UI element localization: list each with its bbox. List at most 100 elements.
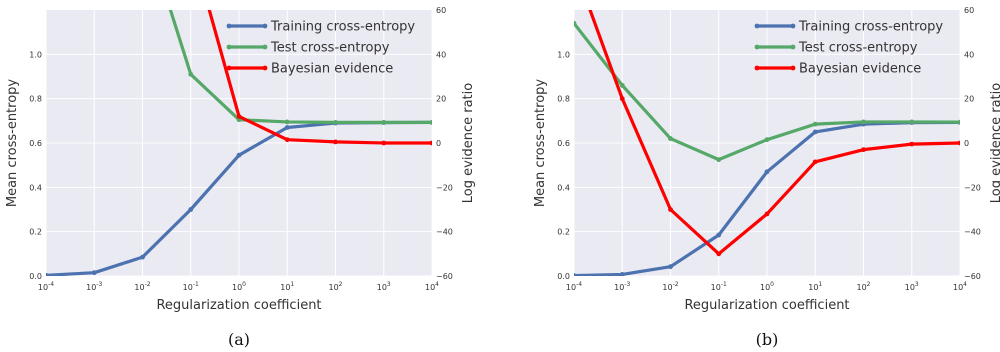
x-tick-label: 102 xyxy=(856,281,870,292)
data-point-bayesian-evidence xyxy=(957,140,960,146)
data-point-training-cross-entropy xyxy=(46,272,49,276)
data-point-test-cross-entropy xyxy=(333,119,338,125)
data-point-training-cross-entropy xyxy=(91,270,97,276)
data-point-test-cross-entropy xyxy=(381,119,387,125)
data-point-training-cross-entropy xyxy=(284,125,290,130)
legend-marker xyxy=(262,23,268,29)
y2-tick-label: −40 xyxy=(436,228,453,237)
legend-marker xyxy=(754,23,760,29)
data-point-test-cross-entropy xyxy=(429,119,432,125)
legend-label: Test cross-entropy xyxy=(798,41,918,56)
data-point-bayesian-evidence xyxy=(861,147,866,153)
y-tick-label: 0.8 xyxy=(557,95,570,104)
x-tick-base: 10 xyxy=(905,283,915,292)
x-tick-base: 10 xyxy=(614,283,624,292)
y-tick-label: 1.0 xyxy=(557,50,570,59)
y2-tick-label: 60 xyxy=(964,6,974,15)
grid xyxy=(45,10,433,277)
data-point-test-cross-entropy xyxy=(957,119,960,125)
legend-marker xyxy=(754,65,760,71)
data-point-training-cross-entropy xyxy=(668,264,673,270)
legend-marker xyxy=(262,44,268,50)
data-point-bayesian-evidence xyxy=(812,159,818,165)
x-tick-exponent: 2 xyxy=(339,281,343,288)
series-layer xyxy=(574,10,960,276)
data-point-test-cross-entropy xyxy=(574,20,577,26)
x-tick-label: 10-3 xyxy=(614,281,630,292)
x-tick-exponent: -1 xyxy=(193,281,199,288)
x-tick-label: 100 xyxy=(760,281,774,292)
x-tick-exponent: -2 xyxy=(145,281,151,288)
data-point-bayesian-evidence xyxy=(236,114,242,119)
data-point-training-cross-entropy xyxy=(812,129,818,135)
x-tick-label: 10-4 xyxy=(38,281,54,292)
y2-tick-label: 0 xyxy=(964,139,969,148)
x-tick-base: 10 xyxy=(566,283,576,292)
x-tick-label: 104 xyxy=(953,281,967,292)
legend-label: Test cross-entropy xyxy=(270,41,390,56)
data-point-bayesian-evidence xyxy=(333,139,338,145)
legend: Training cross-entropy Test cross-entropy… xyxy=(226,20,415,77)
legend-marker xyxy=(754,44,760,50)
y2-axis-label: Log evidence ratio xyxy=(989,83,1000,203)
y-tick-label: 0.2 xyxy=(29,228,42,237)
y2-axis-label: Log evidence ratio xyxy=(461,83,476,203)
legend-marker xyxy=(262,65,268,71)
data-point-test-cross-entropy xyxy=(188,71,194,77)
data-point-training-cross-entropy xyxy=(574,273,577,276)
x-tick-label: 10-2 xyxy=(662,281,678,292)
x-tick-base: 10 xyxy=(183,283,193,292)
x-tick-exponent: 1 xyxy=(290,281,294,288)
x-tick-label: 101 xyxy=(280,281,294,292)
legend-marker xyxy=(226,44,232,50)
y2-tick-label: 0 xyxy=(436,139,441,148)
data-point-bayesian-evidence xyxy=(764,211,770,217)
data-point-training-cross-entropy xyxy=(140,254,145,260)
data-point-bayesian-evidence xyxy=(619,96,625,102)
y2-tick-label: 20 xyxy=(436,95,446,104)
x-tick-base: 10 xyxy=(760,283,770,292)
data-point-test-cross-entropy xyxy=(861,119,866,125)
x-tick-exponent: -4 xyxy=(576,281,582,288)
x-tick-exponent: 0 xyxy=(242,281,246,288)
x-tick-exponent: 4 xyxy=(435,281,439,288)
data-point-training-cross-entropy xyxy=(716,232,722,238)
x-tick-label: 10-4 xyxy=(566,281,582,292)
legend-marker xyxy=(790,23,796,29)
data-point-training-cross-entropy xyxy=(764,169,770,175)
x-tick-exponent: 2 xyxy=(867,281,871,288)
legend-label: Bayesian evidence xyxy=(799,62,921,77)
data-point-bayesian-evidence xyxy=(716,251,722,257)
x-tick-base: 10 xyxy=(711,283,721,292)
x-tick-base: 10 xyxy=(328,283,338,292)
y-axis-label: Mean cross-entropy xyxy=(533,79,548,208)
y-tick-label: 0.8 xyxy=(29,95,42,104)
data-point-training-cross-entropy xyxy=(619,272,625,276)
data-point-bayesian-evidence xyxy=(909,141,915,147)
y-tick-label: 0.6 xyxy=(29,139,42,148)
x-tick-base: 10 xyxy=(377,283,387,292)
x-tick-base: 10 xyxy=(808,283,818,292)
x-tick-label: 10-3 xyxy=(86,281,102,292)
grid xyxy=(573,10,961,277)
data-point-test-cross-entropy xyxy=(812,121,818,127)
data-point-test-cross-entropy xyxy=(619,82,625,88)
y-tick-label: 0.4 xyxy=(29,183,42,192)
legend-label: Training cross-entropy xyxy=(798,20,943,35)
series-layer xyxy=(46,10,432,276)
y-tick-label: 0.6 xyxy=(557,139,570,148)
legend-marker xyxy=(226,65,232,71)
data-point-test-cross-entropy xyxy=(668,136,673,141)
data-point-bayesian-evidence xyxy=(429,140,432,146)
figure-caption: (b) xyxy=(756,330,779,349)
x-tick-exponent: -3 xyxy=(624,281,630,288)
x-tick-exponent: -1 xyxy=(721,281,727,288)
y2-tick-label: −60 xyxy=(436,272,453,281)
x-tick-label: 103 xyxy=(377,281,391,292)
x-tick-base: 10 xyxy=(280,283,290,292)
x-tick-base: 10 xyxy=(425,283,435,292)
legend-marker xyxy=(226,23,232,29)
y2-tick-label: −40 xyxy=(964,228,981,237)
y2-tick-label: 60 xyxy=(436,6,446,15)
legend: Training cross-entropy Test cross-entropy… xyxy=(754,20,943,77)
